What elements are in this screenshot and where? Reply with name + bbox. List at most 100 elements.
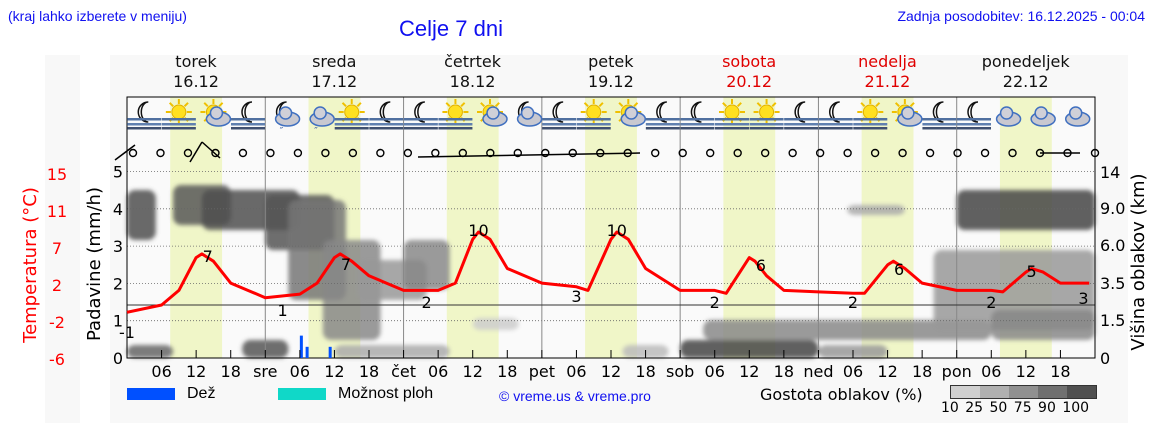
daylight-bands (127, 97, 1095, 358)
cloud-icon (1030, 106, 1056, 127)
copyright: © vreme.us & vreme.pro (499, 388, 651, 404)
legend-rain-label: Dež (187, 385, 216, 402)
svg-text:18: 18 (359, 362, 379, 381)
sun-cloud-icon (891, 99, 923, 127)
svg-text:2: 2 (422, 293, 432, 312)
svg-text:ned: ned (803, 362, 833, 381)
svg-text:6: 6 (894, 260, 904, 279)
svg-text:06: 06 (290, 362, 310, 381)
moon-cloud-icon (516, 101, 543, 127)
sun-fog-icon (576, 99, 611, 130)
svg-text:pon: pon (942, 362, 972, 381)
day-label: sreda 17.12 (311, 52, 358, 91)
moon-fog-icon (231, 101, 265, 130)
day-label: četrtek 18.12 (444, 52, 501, 91)
cloud-rain-icon: ″ (309, 106, 335, 137)
sun-fog-icon (334, 99, 369, 130)
moon-fog-icon (957, 101, 991, 130)
svg-text:3.5: 3.5 (1100, 274, 1125, 293)
svg-text:14: 14 (1100, 163, 1120, 182)
svg-text:5: 5 (113, 163, 123, 182)
svg-text:sob: sob (666, 362, 694, 381)
svg-text:12: 12 (324, 362, 344, 381)
svg-text:1: 1 (277, 301, 287, 320)
moon-cloud-rain-icon: ″ (274, 101, 301, 137)
day-label: torek 16.12 (173, 52, 219, 91)
svg-text:2: 2 (52, 276, 62, 295)
svg-text:″: ″ (280, 126, 284, 137)
svg-text:06: 06 (151, 362, 171, 381)
day-label: petek 19.12 (587, 52, 634, 91)
weather-icons-row: ″ ″ (127, 99, 1091, 137)
svg-text:9.0: 9.0 (1100, 199, 1125, 218)
svg-text:06: 06 (981, 362, 1001, 381)
svg-text:6.0: 6.0 (1100, 236, 1125, 255)
svg-text:7: 7 (203, 247, 213, 266)
svg-text:18: 18 (912, 362, 932, 381)
last-update: Zadnja posodobitev: 16.12.2025 - 00:04 (897, 8, 1145, 24)
svg-text:3: 3 (113, 237, 123, 256)
sun-fog-icon (715, 99, 749, 130)
cloud-density-areas (127, 185, 1095, 358)
svg-text:pet: pet (529, 362, 555, 381)
temperature-line (126, 230, 1090, 314)
svg-text:12: 12 (877, 362, 897, 381)
day-label: ponedeljek 22.12 (981, 52, 1070, 91)
svg-text:18: 18 (635, 362, 655, 381)
cloud-icon (1064, 106, 1091, 127)
day-label: sobota 20.12 (722, 52, 777, 91)
density-ticks: 10 25 50 75 90 100 (941, 400, 1090, 416)
precipitation-bars (299, 335, 332, 358)
showers-swatch (278, 388, 326, 400)
density-scale (950, 385, 1097, 399)
svg-text:2: 2 (848, 293, 858, 312)
svg-text:-2: -2 (49, 313, 65, 332)
svg-text:-1: -1 (119, 323, 135, 342)
svg-text:18: 18 (497, 362, 517, 381)
svg-text:06: 06 (428, 362, 448, 381)
moon-fog-icon (403, 101, 438, 130)
svg-text:18: 18 (221, 362, 241, 381)
sun-fog-icon (749, 99, 784, 130)
sun-cloud-icon (200, 99, 232, 127)
sun-cloud-icon (477, 99, 508, 127)
svg-text:3: 3 (571, 287, 581, 306)
legend-showers-label: Možnost ploh (338, 385, 434, 402)
svg-text:12: 12 (601, 362, 621, 381)
precip-axis-label: Padavine (mm/h) (84, 187, 105, 341)
temperature-value-labels: -1 7 1 7 2 10 3 10 2 6 2 6 2 5 3 (119, 221, 1089, 342)
temperature-axis-label: Temperatura (°C) (20, 187, 41, 344)
legend-showers: Možnost ploh (278, 385, 433, 403)
svg-text:3: 3 (1078, 289, 1088, 308)
sun-fog-icon (438, 99, 473, 130)
svg-text:5: 5 (1027, 262, 1037, 281)
svg-text:06: 06 (566, 362, 586, 381)
svg-text:11: 11 (47, 202, 67, 221)
svg-text:12: 12 (1016, 362, 1036, 381)
svg-text:12: 12 (463, 362, 483, 381)
svg-text:1.5: 1.5 (1100, 311, 1125, 330)
svg-text:2: 2 (113, 274, 123, 293)
sun-cloud-icon (615, 99, 647, 127)
temperature-axis-panel (45, 55, 80, 423)
wind-row (114, 141, 1100, 163)
chart-title: Celje 7 dni (399, 16, 503, 41)
svg-text:″: ″ (314, 126, 318, 137)
svg-text:06: 06 (843, 362, 863, 381)
legend-rain: Dež (127, 385, 215, 403)
svg-text:15: 15 (47, 165, 67, 184)
location-hint: (kraj lahko izberete v meniju) (8, 8, 187, 24)
svg-text:6: 6 (756, 256, 766, 275)
svg-text:18: 18 (1050, 362, 1070, 381)
svg-text:0: 0 (1100, 349, 1110, 368)
density-label: Gostota oblakov (%) (760, 385, 923, 404)
svg-text:12: 12 (186, 362, 206, 381)
sun-fog-icon (161, 99, 196, 130)
svg-text:7: 7 (341, 255, 351, 274)
svg-text:10: 10 (607, 221, 627, 240)
svg-text:18: 18 (774, 362, 794, 381)
svg-text:4: 4 (113, 200, 123, 219)
rain-swatch (127, 388, 175, 400)
sun-fog-icon (853, 99, 888, 130)
cloud-axis-label: Višina oblakov (km) (1128, 173, 1149, 350)
